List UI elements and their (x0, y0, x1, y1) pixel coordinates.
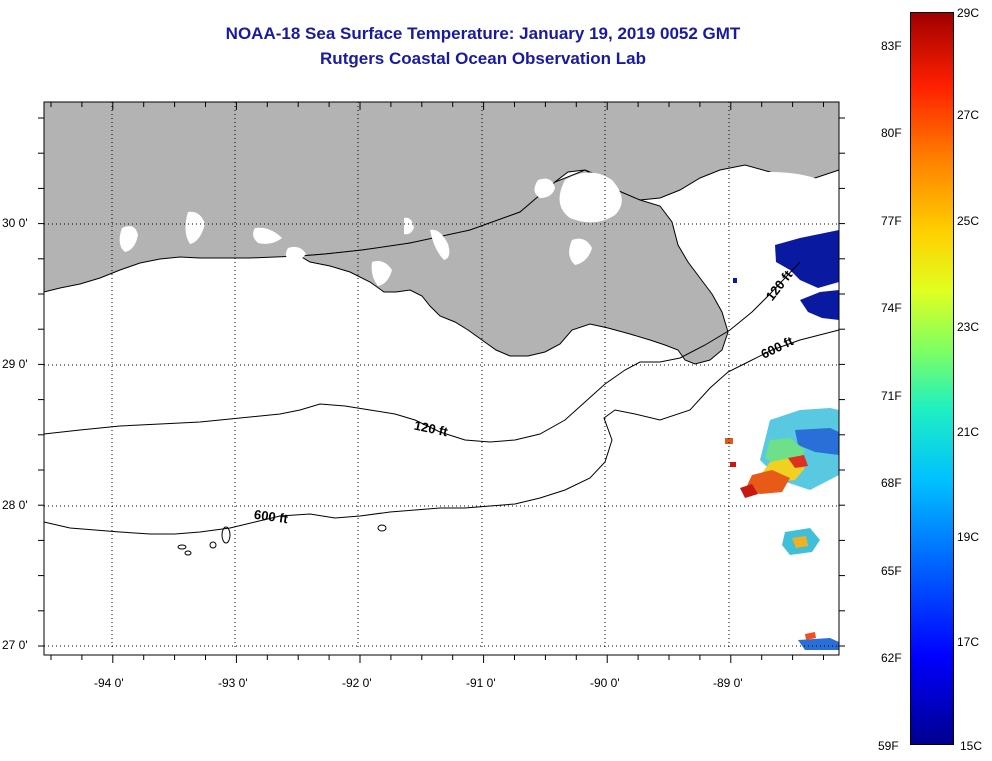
plot-frame (43, 101, 840, 656)
graticule (44, 102, 839, 650)
inland-lakes (119, 172, 820, 286)
colorbar-f-label: 65F (881, 564, 902, 578)
colorbar-c-label: 27C (957, 108, 980, 122)
colorbar-c-label: 25C (957, 214, 980, 228)
lat-label: 30 0' (2, 216, 28, 230)
lat-label: 29 0' (2, 357, 28, 371)
colorbar-f-label: 71F (881, 389, 902, 403)
colorbar-c-label: 29C (957, 6, 980, 20)
sst-patch-south (782, 528, 839, 650)
contour-fragments (177, 524, 387, 556)
axis-ticks (38, 102, 845, 663)
colorbar-f-label: 68F (881, 476, 902, 490)
contour-120ft (43, 261, 801, 443)
colorbar-f-label: 62F (881, 651, 902, 665)
colorbar-c-label: 19C (957, 530, 980, 544)
lon-label: -89 0' (713, 676, 743, 690)
sst-colorbar (910, 12, 954, 745)
lon-label: -91 0' (466, 676, 496, 690)
sst-patch-north (733, 230, 839, 320)
map-subtitle: Rutgers Coastal Ocean Observation Lab (320, 49, 646, 68)
lon-label: -93 0' (218, 676, 248, 690)
colorbar-c-label: 17C (957, 635, 980, 649)
map-title: NOAA-18 Sea Surface Temperature: January… (225, 24, 741, 43)
contour-600ft (43, 329, 840, 535)
colorbar-f-label: 80F (881, 126, 902, 140)
colorbar-f-label: 74F (881, 301, 902, 315)
lat-label: 27 0' (2, 638, 28, 652)
lon-label: -94 0' (94, 676, 124, 690)
lat-label: 28 0' (2, 498, 28, 512)
lon-label: -92 0' (342, 676, 372, 690)
colorbar-c-label: 15C (960, 739, 983, 753)
colorbar-f-label: 77F (881, 214, 902, 228)
colorbar-f-label: 83F (881, 39, 902, 53)
colorbar-c-label: 23C (957, 320, 980, 334)
colorbar-c-label: 21C (957, 425, 980, 439)
colorbar-f-label: 59F (878, 739, 899, 753)
sst-patch-offshore (725, 408, 839, 498)
lon-label: -90 0' (590, 676, 620, 690)
mississippi-delta (298, 169, 729, 365)
